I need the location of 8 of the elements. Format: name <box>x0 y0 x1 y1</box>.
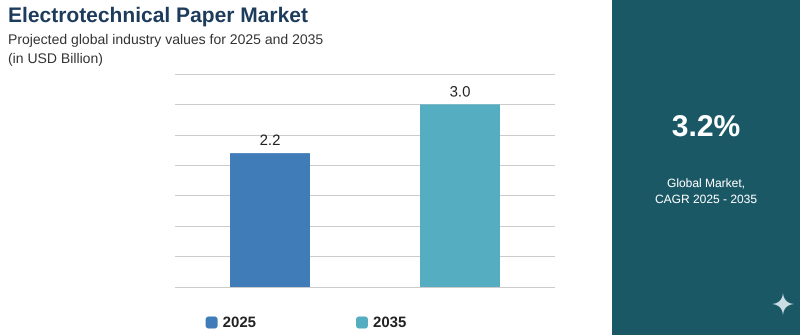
text: Global Market, CAGR 2025 - 2035 <box>654 175 758 207</box>
legend-label: 2035 <box>373 314 406 331</box>
chart-subtitle: Projected global industry values for 2025 and 2035 (in USD Billion) <box>8 30 324 68</box>
data-label: 2.2 <box>260 132 280 150</box>
text: 3.2% <box>670 110 742 144</box>
data-label: 3.0 <box>450 83 470 100</box>
legend-label: 2025 <box>222 314 256 331</box>
chart-title: Electrotechnical Paper Market <box>8 4 308 28</box>
